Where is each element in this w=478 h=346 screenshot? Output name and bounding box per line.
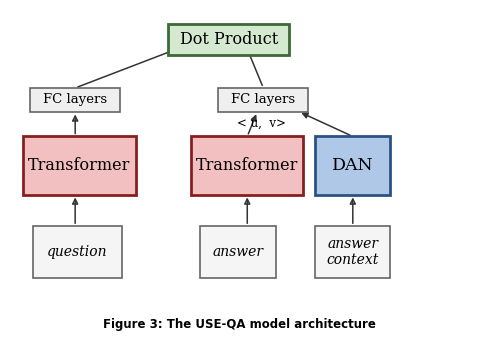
FancyBboxPatch shape [168,24,290,55]
Text: Figure 3: The USE-QA model architecture: Figure 3: The USE-QA model architecture [103,318,375,331]
Text: FC layers: FC layers [43,93,107,107]
Text: DAN: DAN [332,157,373,174]
FancyBboxPatch shape [218,88,308,111]
FancyBboxPatch shape [191,136,303,194]
FancyBboxPatch shape [30,88,120,111]
FancyBboxPatch shape [315,136,391,194]
Text: < u,  v>: < u, v> [237,117,285,130]
FancyBboxPatch shape [23,136,136,194]
Text: Dot Product: Dot Product [180,31,278,48]
FancyBboxPatch shape [200,226,276,277]
FancyBboxPatch shape [33,226,122,277]
Text: FC layers: FC layers [231,93,295,107]
Text: answer: answer [212,245,263,259]
FancyBboxPatch shape [315,226,391,277]
Text: answer
context: answer context [326,237,379,267]
Text: question: question [47,245,108,259]
Text: Transformer: Transformer [196,157,298,174]
Text: Transformer: Transformer [28,157,130,174]
